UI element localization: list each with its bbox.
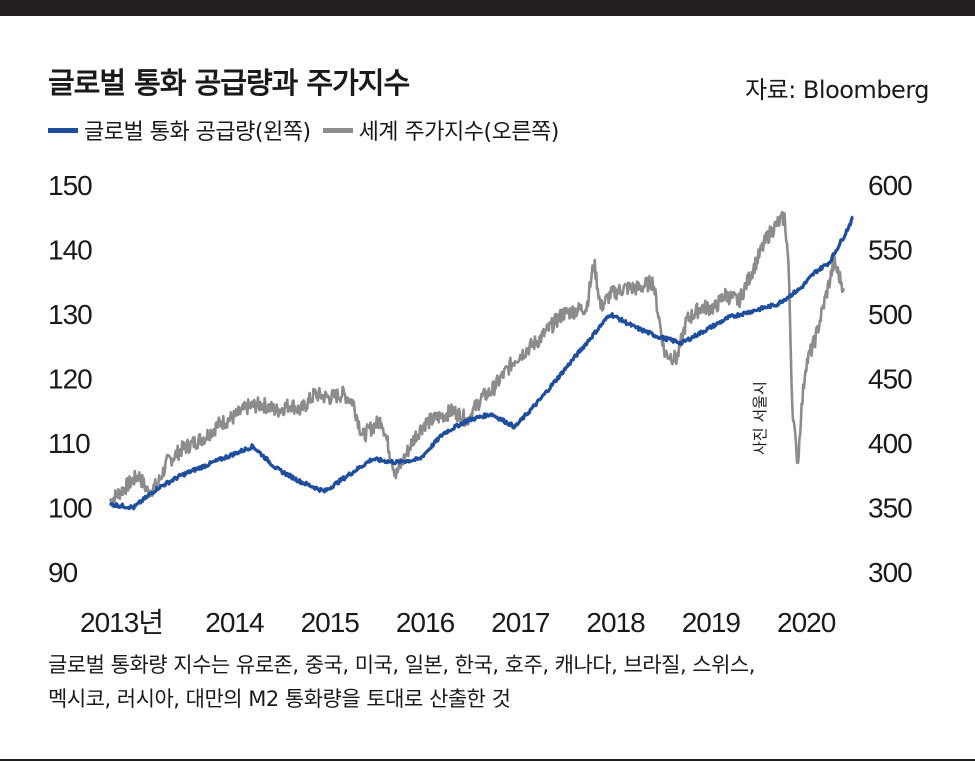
right-tick-label: 500 (868, 299, 912, 330)
top-bar (0, 0, 975, 16)
right-axis: 600 550 500 450 400 350 300 (868, 170, 913, 588)
right-tick-label: 350 (868, 493, 912, 524)
stock-index-line (108, 210, 845, 507)
right-tick-label: 400 (868, 428, 912, 459)
chart-area: 150 140 130 120 110 100 90 600 550 500 450 400 350 3… (48, 170, 913, 638)
legend-swatch-stock-index (322, 127, 353, 133)
legend-item-stock-index: 세계 주가지수(오른쪽) (322, 114, 560, 146)
right-tick-label: 550 (868, 235, 912, 266)
x-tick-label: 2017 (491, 607, 550, 638)
plot-lines (108, 210, 854, 511)
left-tick-label: 90 (48, 557, 78, 588)
legend-swatch-money-supply (48, 127, 78, 133)
bottom-rule (0, 759, 975, 761)
footnote: 글로벌 통화량 지수는 유로존, 중국, 미국, 일본, 한국, 호주, 캐나다… (48, 648, 948, 716)
right-tick-label: 450 (868, 364, 912, 395)
footnote-line-2: 멕시코, 러시아, 대만의 M2 통화량을 토대로 산출한 것 (48, 687, 511, 711)
legend-label-money-supply: 글로벌 통화 공급량(왼쪽) (84, 120, 311, 145)
x-tick-label: 2019 (682, 607, 741, 638)
photo-credit: 사진 서울시 (751, 381, 769, 455)
x-tick-label: 2013년 (80, 607, 163, 638)
legend-label-stock-index: 세계 주가지수(오른쪽) (358, 120, 560, 145)
footnote-line-1: 글로벌 통화량 지수는 유로존, 중국, 미국, 일본, 한국, 호주, 캐나다… (48, 653, 755, 677)
right-tick-label: 300 (868, 557, 912, 588)
x-tick-label: 2020 (777, 607, 836, 638)
x-axis: 2013년 2014 2015 2016 2017 2018 2019 2020 (80, 607, 837, 638)
right-tick-label: 600 (868, 170, 912, 201)
left-tick-label: 110 (48, 428, 90, 459)
left-tick-label: 130 (48, 299, 92, 330)
legend: 글로벌 통화 공급량(왼쪽) 세계 주가지수(오른쪽) (48, 114, 571, 146)
x-tick-label: 2015 (301, 607, 360, 638)
money-supply-line (108, 215, 854, 511)
left-tick-label: 100 (48, 493, 92, 524)
legend-item-money-supply: 글로벌 통화 공급량(왼쪽) (48, 114, 311, 146)
x-tick-label: 2014 (205, 607, 264, 638)
source-label: 자료: Bloomberg (745, 76, 929, 104)
left-tick-label: 140 (48, 235, 92, 266)
left-tick-label: 150 (48, 170, 92, 201)
left-tick-label: 120 (48, 364, 92, 395)
x-tick-label: 2016 (396, 607, 455, 638)
chart-title: 글로벌 통화 공급량과 주가지수 (48, 66, 410, 100)
left-axis: 150 140 130 120 110 100 90 (48, 170, 93, 588)
x-tick-label: 2018 (586, 607, 645, 638)
